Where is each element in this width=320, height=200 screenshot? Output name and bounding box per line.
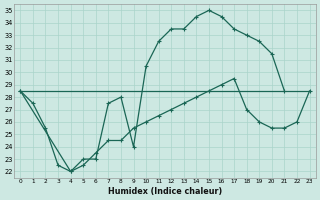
X-axis label: Humidex (Indice chaleur): Humidex (Indice chaleur) (108, 187, 222, 196)
